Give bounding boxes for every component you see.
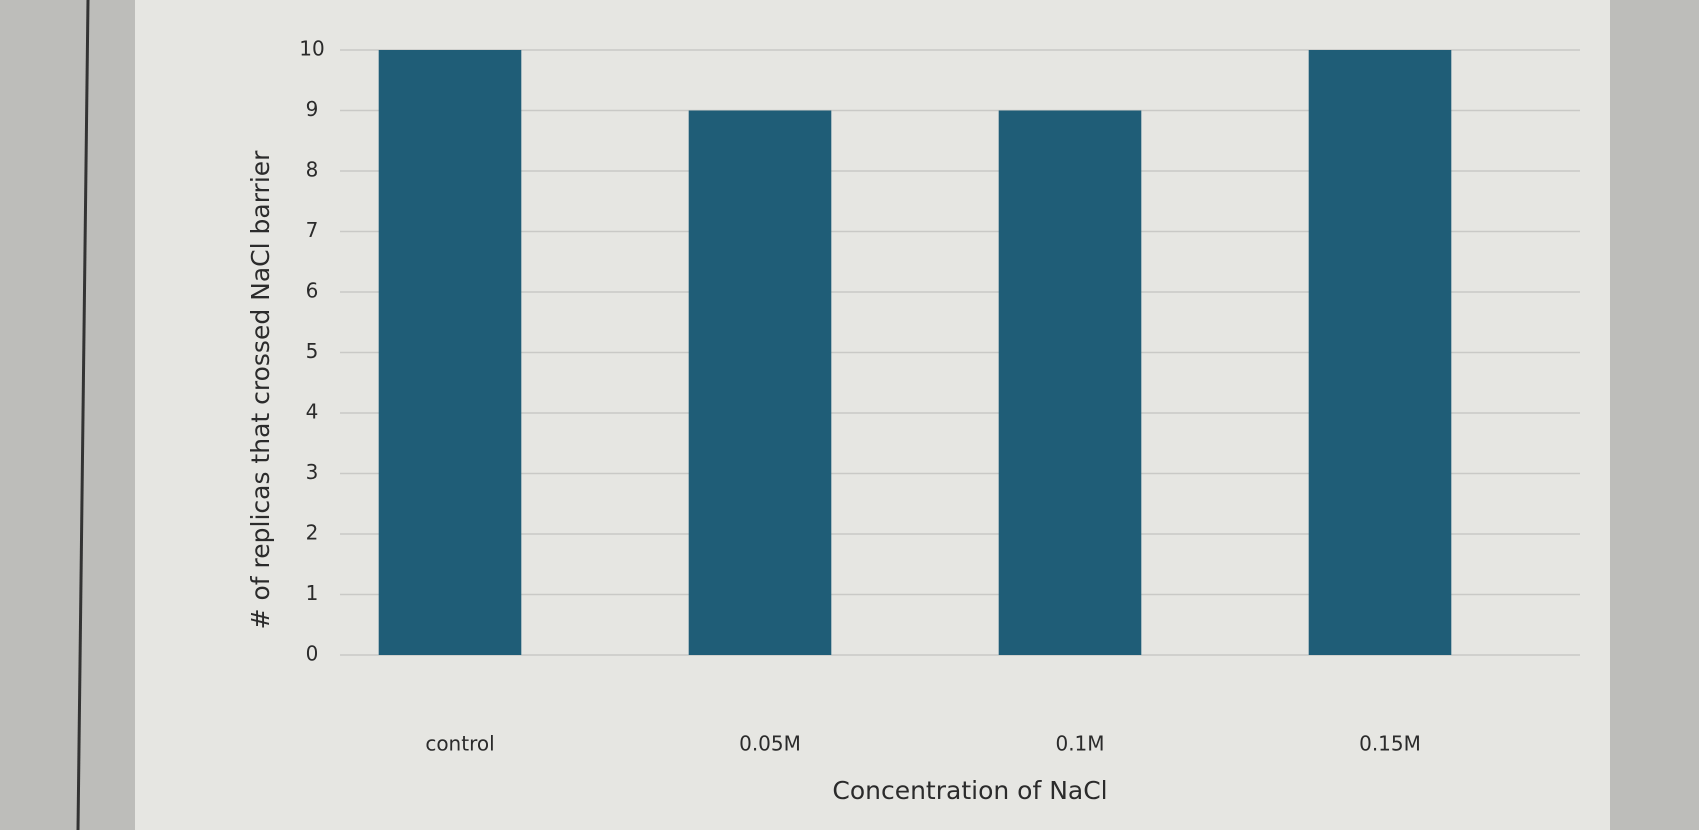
y-tick-label: 5: [306, 339, 319, 363]
x-tick-label: 0.05M: [739, 732, 801, 756]
y-tick-label: 3: [306, 460, 319, 484]
y-tick-label: 7: [306, 218, 319, 242]
y-tick-label: 0: [306, 642, 319, 666]
bar: [688, 110, 832, 655]
bar: [1308, 50, 1452, 655]
y-tick-label: 2: [306, 521, 319, 545]
x-tick-label: 0.1M: [1055, 732, 1104, 756]
x-axis-title: Concentration of NaCl: [832, 776, 1107, 805]
y-axis-title: # of replicas that crossed NaCl barrier: [246, 150, 275, 630]
x-tick-label: control: [425, 732, 494, 756]
bar: [998, 110, 1142, 655]
y-tick-label: 8: [306, 158, 319, 182]
x-tick-label: 0.15M: [1359, 732, 1421, 756]
y-tick-label: 4: [306, 400, 319, 424]
y-tick-label: 1: [306, 581, 319, 605]
bar: [378, 50, 522, 655]
y-tick-label: 6: [306, 279, 319, 303]
y-tick-label: 10: [299, 37, 324, 61]
y-tick-label: 9: [306, 97, 319, 121]
notebook-margin: [76, 0, 90, 830]
